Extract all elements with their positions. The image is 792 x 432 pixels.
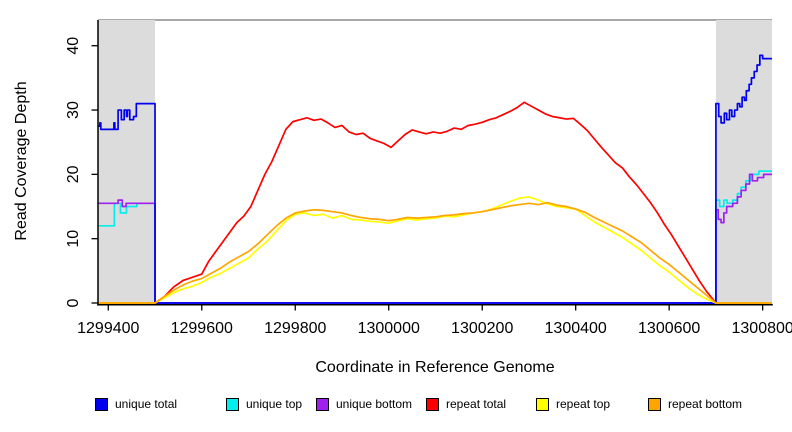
shaded-region [98, 20, 156, 304]
legend-label-unique-bottom: unique bottom [336, 397, 413, 411]
shaded-region [715, 20, 772, 304]
legend-swatch-unique-total [95, 397, 108, 411]
x-tick-label: 1300800 [732, 320, 792, 337]
series-line-repeat-total [98, 101, 772, 304]
legend-item-unique-bottom: unique bottom [316, 397, 412, 411]
legend-label-repeat-total: repeat total [446, 397, 507, 411]
x-tick-label: 1299800 [264, 320, 326, 337]
series-line-unique-bottom [98, 173, 772, 304]
x-tick-label: 1299400 [77, 320, 139, 337]
y-tick-label: 40 [65, 37, 82, 55]
x-tick-label: 1300400 [545, 320, 607, 337]
x-tick-label: 1300000 [358, 320, 420, 337]
x-tick-label: 1300600 [638, 320, 700, 337]
legend: unique total unique top unique bottom re… [0, 397, 792, 417]
series-line-repeat-top [98, 196, 772, 304]
legend-label-unique-top: unique top [246, 397, 303, 411]
legend-item-repeat-total: repeat total [426, 397, 506, 411]
legend-swatch-repeat-top [536, 397, 549, 411]
series-line-unique-total [98, 54, 772, 304]
series-line-repeat-bottom [98, 201, 772, 304]
legend-label-repeat-top: repeat top [556, 397, 611, 411]
plot-canvas: 1299400 1299600 1299800 1300000 1300200 13004… [13, 19, 792, 376]
y-tick-label: 10 [65, 230, 82, 248]
legend-item-unique-total: unique total [95, 397, 177, 411]
legend-swatch-repeat-bottom [648, 397, 661, 411]
x-tick-label: 1299600 [171, 320, 233, 337]
x-tick-label: 1300200 [451, 320, 513, 337]
y-tick-label: 0 [65, 298, 82, 307]
legend-label-repeat-bottom: repeat bottom [668, 397, 743, 411]
legend-swatch-unique-top [226, 397, 239, 411]
legend-item-repeat-top: repeat top [536, 397, 610, 411]
series-line-unique-top [98, 170, 772, 304]
legend-item-unique-top: unique top [226, 397, 302, 411]
x-axis-title: Coordinate in Reference Genome [315, 359, 554, 376]
legend-swatch-repeat-total [426, 397, 439, 411]
y-tick-label: 20 [65, 165, 82, 183]
legend-label-unique-total: unique total [115, 397, 178, 411]
legend-swatch-unique-bottom [316, 397, 329, 411]
legend-item-repeat-bottom: repeat bottom [648, 397, 742, 411]
y-tick-label: 30 [65, 101, 82, 119]
y-axis-title: Read Coverage Depth [13, 81, 30, 240]
